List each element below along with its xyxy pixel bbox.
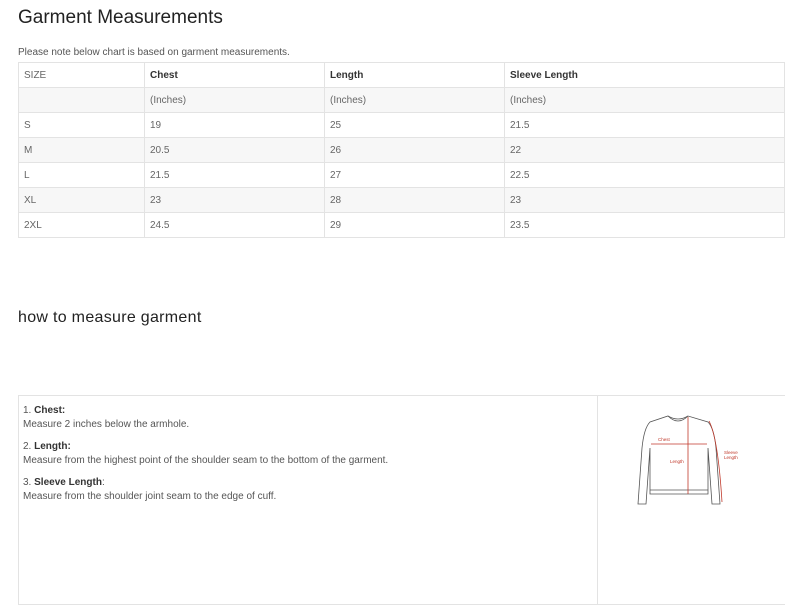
page-title: Garment Measurements [18,7,223,28]
table-cell: M [18,137,145,163]
label-chest: Chest [658,437,671,442]
step-label: Chest: [34,405,66,416]
unit-cell: (Inches) [144,87,325,113]
step-chest: 1. Chest: Measure 2 inches below the armh… [23,404,593,432]
section-title: how to measure garment [18,309,202,326]
label-sleeve-1: Sleeve [724,450,738,455]
header-sleeve: Sleeve Length [504,62,785,88]
table-cell: 23.5 [504,212,785,238]
step-text: Measure from the shoulder joint seam to … [23,491,277,502]
table-cell: XL [18,187,145,213]
table-row: S 19 25 21.5 [18,112,785,138]
step-num: 2. [23,441,32,452]
step-length: 2. Length: Measure from the highest point… [23,440,593,468]
table-cell: 23 [504,187,785,213]
step-text: Measure 2 inches below the armhole. [23,419,190,430]
table-cell: 25 [324,112,505,138]
unit-cell: (Inches) [324,87,505,113]
unit-cell [18,87,145,113]
header-chest: Chest [144,62,325,88]
instructions: 1. Chest: Measure 2 inches below the armh… [18,395,598,605]
step-sleeve: 3. Sleeve Length: Measure from the should… [23,477,277,502]
table-cell: 21.5 [144,162,325,188]
table-cell: 22 [504,137,785,163]
chart-note: Please note below chart is based on garm… [18,47,290,58]
table-row: L 21.5 27 22.5 [18,162,785,188]
diagram-box: Chest Length Sleeve Length [597,395,785,605]
table-cell: L [18,162,145,188]
step-num: 3. [23,477,32,488]
header-size: SIZE [18,62,145,88]
table-cell: 24.5 [144,212,325,238]
table-cell: 2XL [18,212,145,238]
header-length: Length [324,62,505,88]
sweater-diagram-icon: Chest Length Sleeve Length [637,415,738,505]
table-cell: 20.5 [144,137,325,163]
table-cell: 22.5 [504,162,785,188]
table-cell: 29 [324,212,505,238]
table-cell: 27 [324,162,505,188]
table-row: M 20.5 26 22 [18,137,785,163]
table-row: XL 23 28 23 [18,187,785,213]
table-cell: 19 [144,112,325,138]
table-cell: 21.5 [504,112,785,138]
label-length: Length [670,459,684,464]
table-cell: S [18,112,145,138]
table-cell: 28 [324,187,505,213]
table-row: 2XL 24.5 29 23.5 [18,212,785,238]
step-text: Measure from the highest point of the sh… [23,455,389,466]
step-label: Sleeve Length [34,477,102,488]
label-sleeve-2: Length [724,455,738,460]
unit-cell: (Inches) [504,87,785,113]
units-row: (Inches) (Inches) (Inches) [18,87,785,113]
step-label: Length: [34,441,71,452]
step-num: 1. [23,405,32,416]
table-header-row: SIZE Chest Length Sleeve Length [18,62,785,88]
size-table: SIZE Chest Length Sleeve Length (Inches)… [18,62,785,238]
table-cell: 23 [144,187,325,213]
table-cell: 26 [324,137,505,163]
